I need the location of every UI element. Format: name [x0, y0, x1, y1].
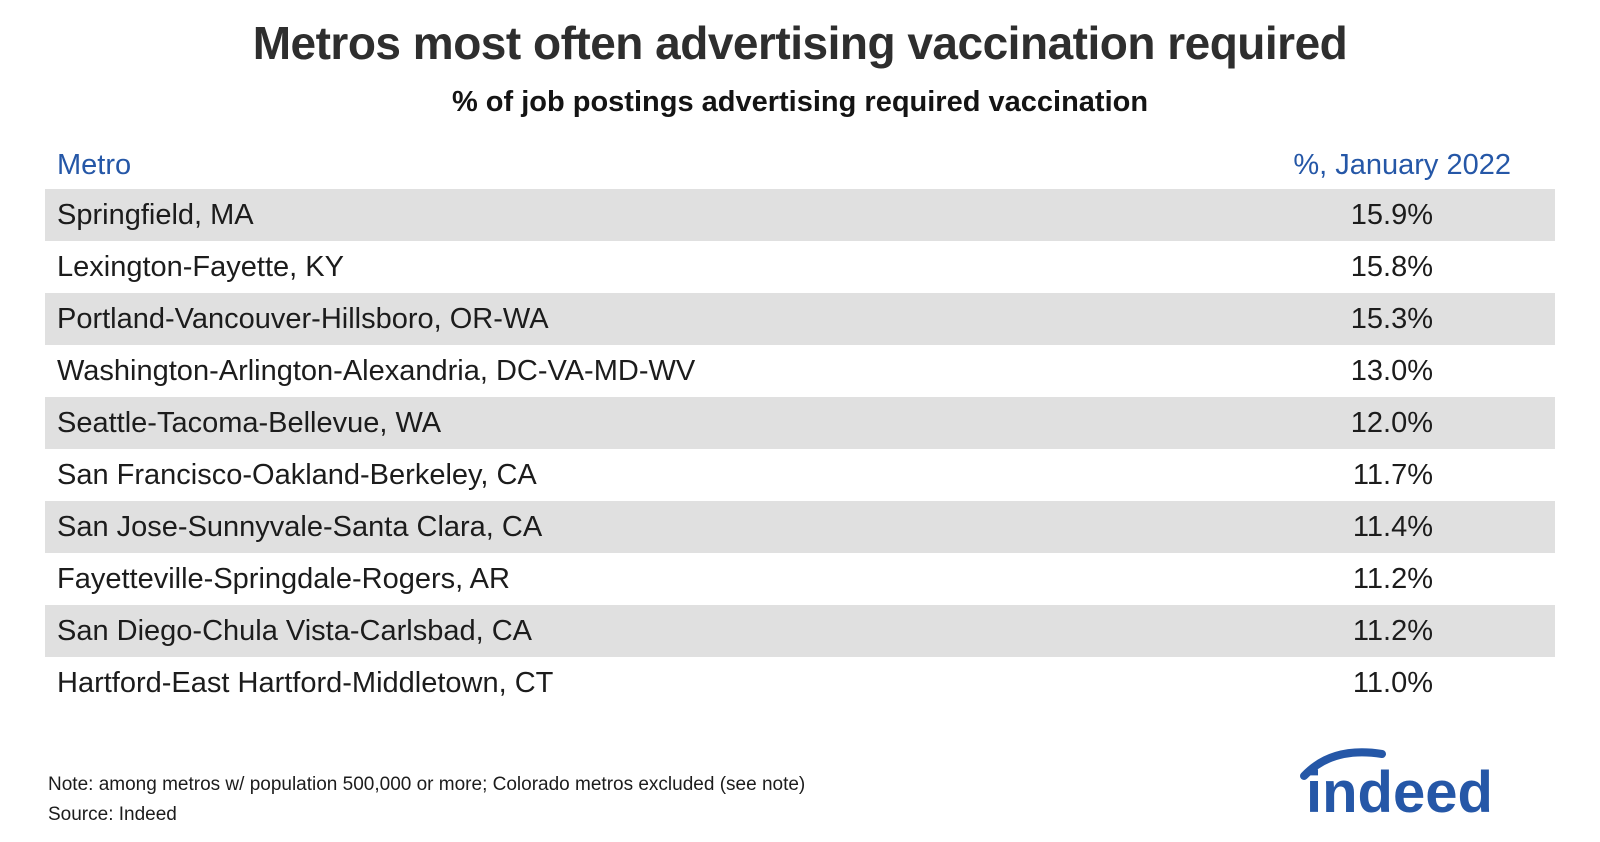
metro-cell: San Jose-Sunnyvale-Santa Clara, CA: [57, 510, 543, 543]
value-cell: 12.0%: [1350, 406, 1433, 439]
table-row: San Jose-Sunnyvale-Santa Clara, CA 11.4%: [45, 501, 1555, 553]
table-row: San Francisco-Oakland-Berkeley, CA 11.7%: [45, 449, 1555, 501]
metro-table: Metro %, January 2022 Springfield, MA 15.…: [45, 141, 1555, 709]
column-header-metro: Metro: [57, 148, 132, 181]
logo-wordmark: indeed: [1306, 760, 1493, 824]
table-row: Fayetteville-Springdale-Rogers, AR 11.2%: [45, 553, 1555, 605]
logo-swoosh-icon: [1300, 748, 1386, 780]
metro-cell: Washington-Arlington-Alexandria, DC-VA-M…: [57, 354, 696, 387]
value-cell: 15.9%: [1350, 198, 1433, 231]
metro-cell: Portland-Vancouver-Hillsboro, OR-WA: [57, 302, 549, 335]
indeed-logo: indeed: [1300, 748, 1493, 824]
value-cell: 11.4%: [1352, 510, 1433, 543]
value-cell: 11.7%: [1352, 458, 1433, 491]
chart-title: Metros most often advertising vaccinatio…: [252, 17, 1348, 69]
metro-cell: San Francisco-Oakland-Berkeley, CA: [57, 458, 537, 491]
value-cell: 15.3%: [1350, 302, 1433, 335]
column-header-value: %, January 2022: [1293, 148, 1511, 181]
header-row: Metro %, January 2022: [45, 141, 1555, 189]
table-row: Seattle-Tacoma-Bellevue, WA 12.0%: [45, 397, 1555, 449]
table-row: Springfield, MA 15.9%: [45, 189, 1555, 241]
metro-cell: Fayetteville-Springdale-Rogers, AR: [57, 562, 510, 595]
table-row: Lexington-Fayette, KY 15.8%: [45, 241, 1555, 293]
metro-cell: Hartford-East Hartford-Middletown, CT: [57, 666, 554, 699]
table-row: Hartford-East Hartford-Middletown, CT 11.…: [45, 657, 1555, 709]
metro-cell: Lexington-Fayette, KY: [57, 250, 344, 283]
metro-cell: Seattle-Tacoma-Bellevue, WA: [57, 406, 442, 439]
table-header: Metro %, January 2022: [45, 141, 1555, 189]
table-body: Springfield, MA 15.9% Lexington-Fayette, K…: [45, 189, 1555, 709]
source-line: Source: Indeed: [48, 804, 177, 825]
value-cell: 11.2%: [1352, 562, 1433, 595]
value-cell: 15.8%: [1350, 250, 1433, 283]
table-row: San Diego-Chula Vista-Carlsbad, CA 11.2%: [45, 605, 1555, 657]
chart-subtitle: % of job postings advertising required v…: [451, 86, 1149, 118]
value-cell: 11.2%: [1352, 614, 1433, 647]
value-cell: 13.0%: [1350, 354, 1433, 387]
table-row: Washington-Arlington-Alexandria, DC-VA-M…: [45, 345, 1555, 397]
metro-cell: Springfield, MA: [57, 198, 254, 231]
value-cell: 11.0%: [1352, 666, 1433, 699]
metro-cell: San Diego-Chula Vista-Carlsbad, CA: [57, 614, 532, 647]
table-row: Portland-Vancouver-Hillsboro, OR-WA 15.3%: [45, 293, 1555, 345]
footnote: Note: among metros w/ population 500,000…: [48, 774, 806, 795]
